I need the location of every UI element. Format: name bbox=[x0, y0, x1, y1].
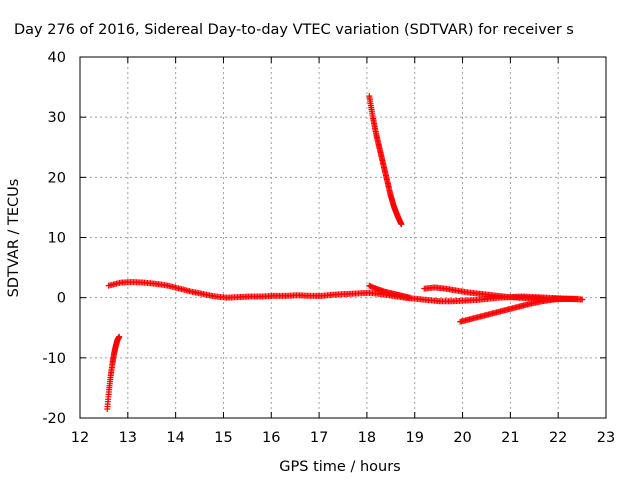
data-point bbox=[406, 294, 413, 301]
data-point bbox=[574, 295, 581, 302]
x-axis-label: GPS time / hours bbox=[279, 459, 400, 475]
y-tick-label: -20 bbox=[42, 411, 66, 427]
data-point bbox=[116, 333, 123, 340]
ticks-layer: 12 13 14 15 16 17 18 19 20 21 22 23 -20 -10 0 10 20 30 40 bbox=[42, 50, 615, 446]
y-tick-label: 20 bbox=[48, 170, 66, 186]
grid-layer bbox=[80, 57, 606, 418]
y-tick-label: 0 bbox=[57, 291, 66, 307]
data-point bbox=[579, 296, 586, 303]
y-tick-label: 10 bbox=[48, 231, 66, 247]
points-layer bbox=[104, 93, 586, 412]
chart-title: Day 276 of 2016, Sidereal Day-to-day VTE… bbox=[14, 22, 574, 38]
x-tick-label: 21 bbox=[501, 430, 519, 446]
x-tick-label: 16 bbox=[262, 430, 280, 446]
x-tick-label: 13 bbox=[119, 430, 137, 446]
x-tick-label: 15 bbox=[214, 430, 232, 446]
y-tick-label: -10 bbox=[42, 351, 66, 367]
x-tick-label: 18 bbox=[358, 430, 376, 446]
data-point bbox=[398, 221, 405, 228]
y-tick-label: 30 bbox=[48, 110, 66, 126]
x-tick-label: 20 bbox=[453, 430, 471, 446]
x-tick-label: 23 bbox=[597, 430, 615, 446]
x-tick-label: 12 bbox=[71, 430, 89, 446]
x-tick-label: 22 bbox=[549, 430, 567, 446]
x-tick-label: 14 bbox=[166, 430, 184, 446]
y-axis-label: SDTVAR / TECUs bbox=[6, 179, 22, 298]
y-tick-label: 40 bbox=[48, 50, 66, 66]
x-tick-label: 19 bbox=[406, 430, 424, 446]
x-tick-label: 17 bbox=[310, 430, 328, 446]
plot-frame bbox=[79, 56, 607, 419]
